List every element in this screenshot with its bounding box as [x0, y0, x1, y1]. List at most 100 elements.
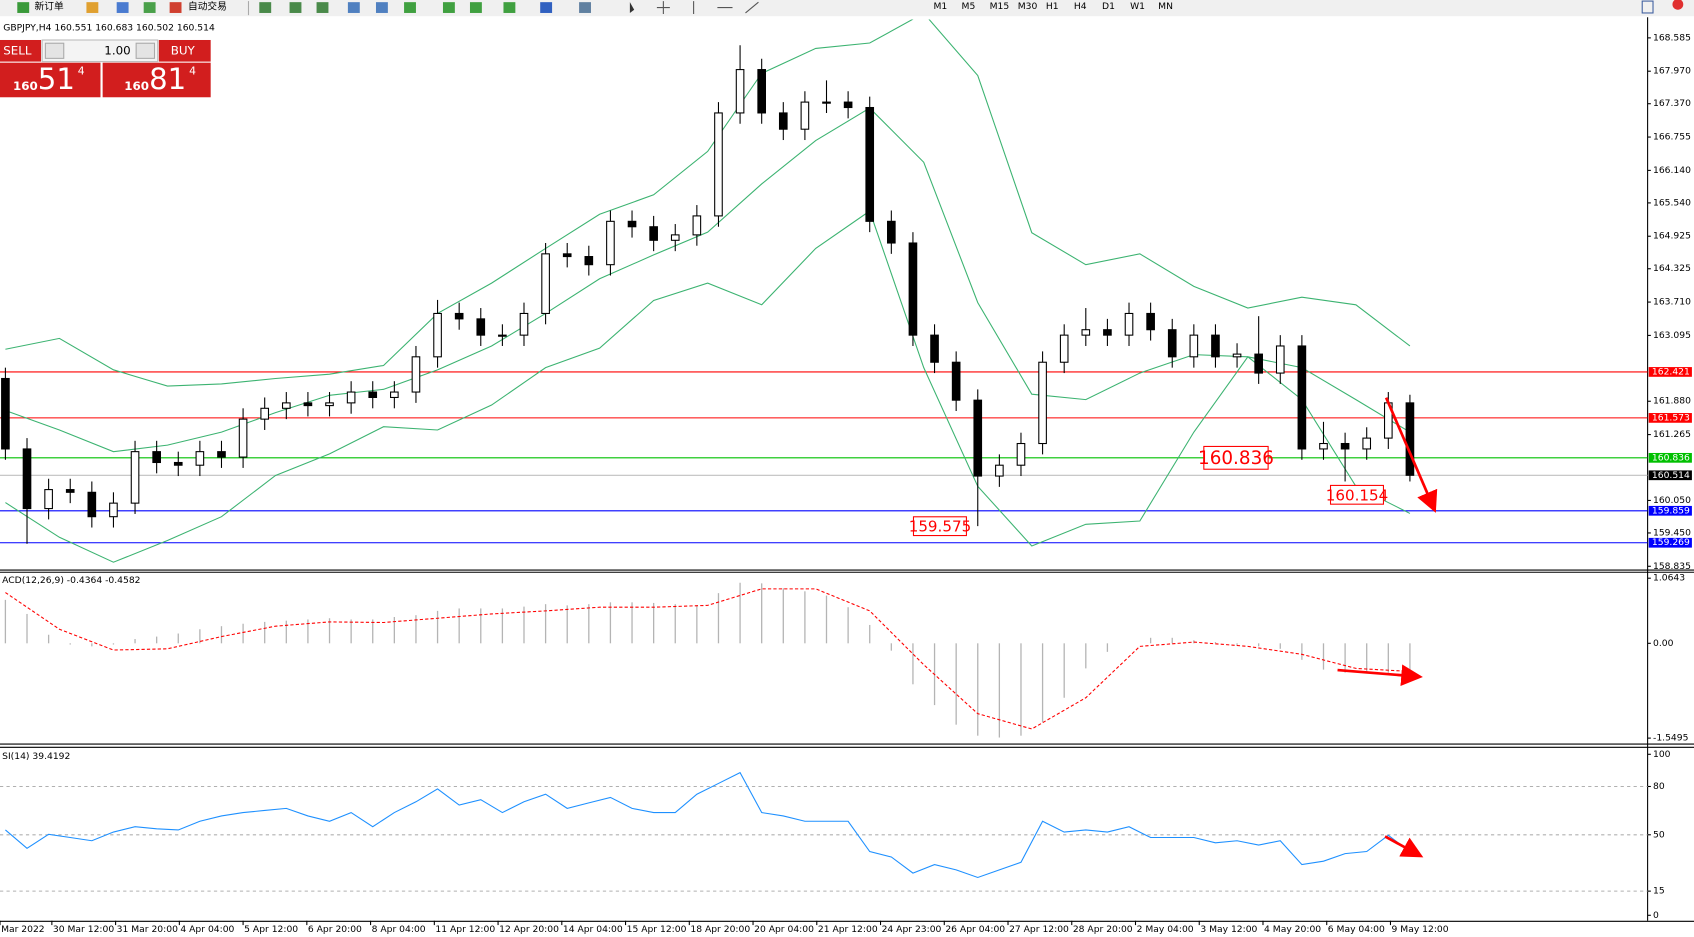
icon[interactable]: [17, 2, 30, 13]
candle-body: [930, 334, 939, 363]
icon[interactable]: [375, 2, 388, 13]
candle-body: [1362, 437, 1372, 450]
trade-panel: SELL 1.00 BUY 160 51 4 160 81 4: [0, 39, 211, 98]
x-tick-label: 3 May 12:00: [1200, 924, 1257, 935]
sell-button[interactable]: [0, 39, 42, 62]
candle-body: [1016, 442, 1026, 466]
candle-body: [1297, 345, 1307, 450]
candle-body: [584, 256, 594, 266]
buy-button[interactable]: [158, 39, 211, 62]
candle-body: [281, 402, 291, 409]
period-button[interactable]: W1: [1130, 1, 1145, 12]
candle-body: [908, 242, 918, 336]
candle-body: [822, 101, 831, 104]
y-tick-label: 167.370: [1653, 98, 1691, 109]
draw-tools[interactable]: [656, 1, 759, 15]
lot-up[interactable]: [135, 42, 156, 59]
auto-trading[interactable]: 自动交易: [188, 0, 227, 12]
symbol-header: GBPJPY,H4 160.551 160.683 160.502 160.51…: [3, 23, 215, 34]
candle-body: [65, 489, 75, 493]
annotation-box: [1329, 484, 1384, 505]
candle-body: [562, 253, 572, 258]
candle-body: [476, 318, 486, 336]
candle-body: [260, 407, 270, 420]
level-label: 159.269: [1652, 537, 1690, 548]
bid-frac[interactable]: 4: [78, 64, 85, 77]
y-tick-label: 1.0643: [1653, 573, 1685, 584]
icon[interactable]: [503, 2, 516, 13]
icon[interactable]: [259, 2, 272, 13]
candle-body: [130, 451, 140, 504]
x-tick-label: 8 Apr 04:00: [372, 924, 426, 935]
lot-down[interactable]: [44, 42, 65, 59]
icon[interactable]: [404, 2, 416, 13]
period-button[interactable]: MN: [1158, 1, 1173, 12]
level-label: 161.573: [1652, 412, 1690, 423]
candle-body: [173, 461, 183, 466]
icon[interactable]: [442, 2, 455, 13]
buy-label[interactable]: BUY: [171, 43, 196, 57]
x-tick-label: 6 May 04:00: [1328, 924, 1385, 935]
bid-big[interactable]: 160: [13, 79, 38, 93]
ask-frac[interactable]: 4: [189, 64, 196, 77]
period-button[interactable]: H4: [1074, 1, 1087, 12]
x-tick-label: 4 Apr 04:00: [180, 924, 234, 935]
candle-body: [433, 312, 442, 358]
period-button[interactable]: M30: [1018, 1, 1038, 12]
candle-body: [325, 402, 334, 407]
search[interactable]: [1641, 0, 1654, 14]
icon[interactable]: [86, 2, 99, 13]
period-button[interactable]: H1: [1046, 1, 1059, 12]
candle-body: [627, 220, 637, 228]
candle-body: [1211, 334, 1220, 358]
y-tick-label: 163.710: [1653, 297, 1691, 308]
x-tick-label: 2 May 04:00: [1137, 924, 1194, 935]
candle-body: [346, 391, 356, 404]
icon[interactable]: [579, 2, 591, 13]
icon[interactable]: [347, 2, 360, 13]
candle-body: [152, 451, 161, 464]
y-tick-label: 80: [1653, 781, 1665, 792]
alert[interactable]: [1672, 0, 1684, 10]
icon[interactable]: [116, 2, 129, 13]
period-button[interactable]: M5: [962, 1, 976, 12]
lot-input[interactable]: [41, 39, 159, 63]
annotation: 160.154: [1326, 486, 1388, 504]
new-order[interactable]: 新订单: [35, 0, 64, 12]
candle-body: [1038, 361, 1047, 445]
candle-body: [519, 312, 529, 336]
plot: 168.585 167.970 167.370 166.755 166.140 165.5…: [0, 19, 1692, 935]
lot-value[interactable]: 1.00: [104, 43, 130, 57]
period-button[interactable]: M15: [990, 1, 1010, 12]
candle-body: [303, 402, 313, 407]
level-tag: [1648, 505, 1692, 516]
candle-body: [1340, 442, 1350, 450]
period-button[interactable]: D1: [1102, 1, 1115, 12]
candle-body: [757, 69, 767, 114]
sell-label[interactable]: SELL: [3, 43, 32, 57]
icon[interactable]: [540, 2, 553, 13]
ask-pips[interactable]: 81: [149, 62, 186, 96]
icon[interactable]: [316, 2, 329, 13]
level-tag: [1648, 470, 1692, 481]
icon[interactable]: [469, 2, 482, 13]
bid-pips[interactable]: 51: [38, 62, 75, 96]
cursor-icon[interactable]: [629, 2, 635, 13]
y-tick-label: 0: [1653, 910, 1659, 921]
y-tick-label: 50: [1653, 829, 1665, 840]
level-label: 160.836: [1652, 452, 1690, 463]
arrow: [1337, 664, 1423, 686]
ask-big[interactable]: 160: [124, 79, 149, 93]
period-button[interactable]: M1: [933, 1, 947, 12]
icon[interactable]: [143, 2, 156, 13]
candle-body: [109, 502, 118, 518]
y-tick-label: 164.925: [1653, 231, 1691, 242]
y-tick-label: 159.450: [1653, 527, 1691, 538]
icon[interactable]: [169, 2, 182, 13]
ask-box[interactable]: [102, 62, 211, 98]
bollinger-band: [5, 19, 1411, 387]
bid-box[interactable]: [0, 62, 101, 98]
icon[interactable]: [289, 2, 302, 13]
